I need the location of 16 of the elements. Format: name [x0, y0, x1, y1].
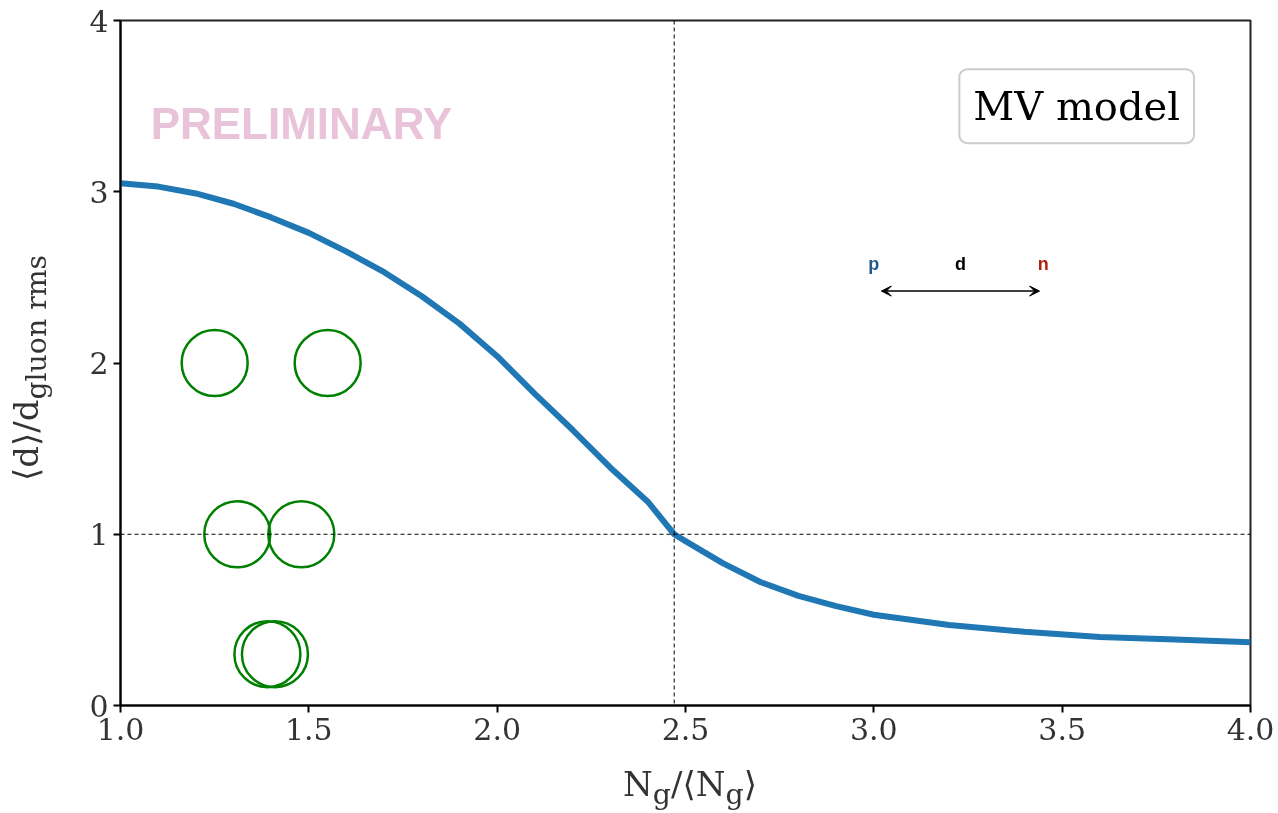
x-tick-label: 3.5	[1038, 711, 1087, 747]
x-tick-label: 3.0	[849, 711, 898, 747]
annotation: n	[1037, 253, 1049, 274]
x-axis-title: N$_{g}$/⟨N$_{g}$⟩	[623, 763, 757, 813]
annotation: MV model	[973, 83, 1180, 130]
y-tick-label: 2	[89, 346, 109, 381]
y-tick-label: 3	[89, 174, 109, 210]
x-tick-label: 2.0	[473, 711, 522, 747]
x-tick-label: 1.5	[284, 711, 333, 747]
annotation: PRELIMINARY	[150, 98, 453, 148]
x-tick-label: 2.5	[661, 711, 710, 747]
x-tick-label: 4.0	[1226, 711, 1275, 747]
y-tick-label: 1	[89, 517, 109, 553]
annotation: d	[954, 253, 966, 274]
annotation: p	[868, 253, 880, 274]
y-tick-label: 4	[89, 3, 109, 39]
